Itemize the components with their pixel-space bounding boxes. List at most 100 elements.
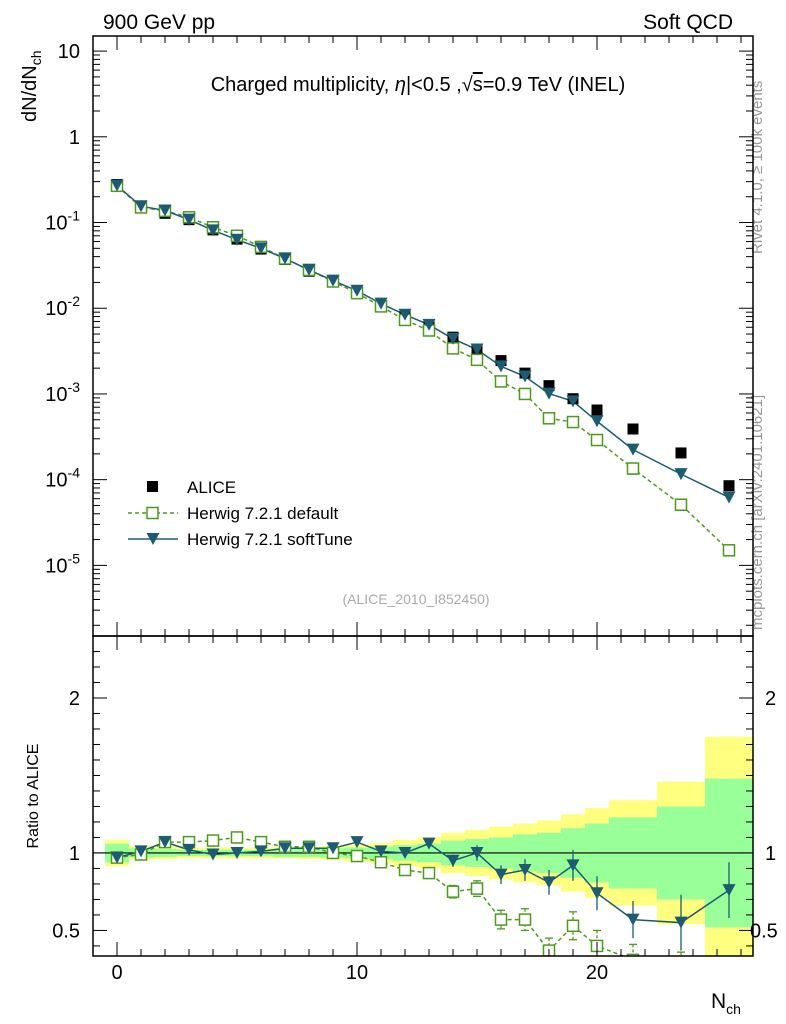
main-y-tick-label: 10-5 (45, 550, 80, 577)
herwig-softtune-point (446, 332, 460, 345)
main-y-tick-label: 10-1 (45, 208, 80, 235)
ratio-herwig-default-point (206, 834, 220, 847)
ratio-herwig-default-point (494, 913, 508, 926)
herwig-default-point (674, 498, 688, 511)
ratio-herwig-softtune-point (566, 859, 580, 872)
ratio-panel: 0.5 1 2 0.5 1 2 0 10 20 Ratio to ALICE N… (25, 635, 778, 1017)
ratio-herwig-default-point (374, 855, 388, 869)
ratio-herwig-softtune-point (374, 845, 388, 858)
herwig-softtune-point (494, 360, 508, 373)
main-y-tick-label: 10-3 (45, 379, 80, 406)
herwig-default-point (542, 412, 556, 425)
legend-item-herwig-softtune: Herwig 7.2.1 softTune (128, 530, 353, 549)
legend-label-herwig-default: Herwig 7.2.1 default (187, 504, 338, 523)
alice-data-point (543, 380, 555, 392)
ratio-herwig-softtune-point (626, 913, 640, 926)
herwig-softtune-point (470, 343, 484, 356)
ratio-y-tick-labels-left: 0.5 1 2 (52, 688, 80, 942)
x-tick-10: 10 (346, 962, 368, 984)
ratio-herwig-softtune-point (446, 854, 460, 867)
herwig-softtune-point (722, 491, 736, 504)
ratio-y-tick-1-right: 1 (765, 843, 776, 865)
herwig-softtune-point (302, 263, 316, 276)
herwig-softtune-point (350, 284, 364, 297)
ratio-y-tick-2-left: 2 (69, 688, 80, 710)
herwig-softtune-point (182, 213, 196, 226)
main-y-tick-label: 10-2 (45, 293, 80, 320)
main-series (110, 178, 736, 557)
ratio-herwig-default-point (676, 962, 687, 973)
ratio-herwig-default-point (422, 866, 436, 880)
alice-data-point (723, 480, 735, 492)
ratio-herwig-softtune-point (230, 846, 244, 859)
header-left: 900 GeV pp (103, 11, 215, 34)
herwig-softtune-point (206, 224, 220, 237)
rivet-label: Rivet 4.1.0, ≥ 100k events (749, 81, 766, 254)
legend-marker-herwig-softtune (146, 533, 160, 545)
ratio-axis-ticks (92, 636, 753, 956)
ratio-herwig-softtune-point (350, 836, 364, 849)
legend-marker-herwig-default (146, 506, 159, 520)
herwig-softtune-point (230, 233, 244, 246)
x-tick-20: 20 (586, 962, 608, 984)
ratio-herwig-softtune-point (590, 887, 604, 900)
ratio-herwig-softtune-point (254, 845, 268, 858)
herwig-default-point (566, 415, 580, 429)
ratio-y-tick-2-right: 2 (765, 688, 776, 710)
ratio-series (110, 831, 736, 986)
ratio-herwig-default-point (566, 919, 580, 933)
main-y-axis-label: dN/dNch (19, 51, 44, 123)
ratio-herwig-softtune-point (326, 842, 340, 855)
herwig-softtune-point (518, 370, 532, 383)
main-y-tick-label: 10 (58, 41, 80, 63)
ratio-herwig-softtune-point (158, 836, 172, 849)
herwig-default-point (494, 375, 508, 388)
ratio-herwig-softtune-point (674, 916, 688, 929)
mcplots-label: mcplots.cern.ch [arXiv:2401.10621] (749, 395, 766, 630)
ratio-y-tick-0.5-left: 0.5 (52, 920, 80, 942)
herwig-default-point (590, 433, 604, 447)
ratio-herwig-softtune-point (278, 842, 292, 855)
herwig-softtune-point (542, 387, 556, 400)
alice-data-point (591, 404, 603, 416)
herwig-softtune-point (134, 200, 148, 213)
herwig-softtune-point (326, 274, 340, 287)
header-right: Soft QCD (643, 11, 733, 34)
legend-marker-alice (147, 481, 158, 492)
herwig-default-point (518, 387, 532, 401)
ratio-herwig-softtune-point (722, 884, 736, 897)
legend-label-herwig-softtune: Herwig 7.2.1 softTune (187, 530, 353, 549)
ratio-herwig-default-point (446, 885, 460, 898)
ratio-herwig-default-point (626, 953, 640, 956)
ratio-herwig-softtune-point (110, 851, 124, 864)
herwig-softtune-point (254, 242, 268, 255)
main-y-tick-label: 10-4 (45, 465, 80, 492)
ratio-herwig-softtune-point (134, 845, 148, 858)
ratio-y-tick-labels-right: 0.5 1 2 (750, 688, 778, 942)
ratio-herwig-softtune-point (182, 843, 196, 856)
ratio-herwig-default-point (724, 975, 735, 986)
ratio-herwig-softtune-point (470, 846, 484, 859)
x-tick-0: 0 (111, 962, 122, 984)
ratio-frame (92, 635, 754, 957)
herwig-softtune-point (374, 297, 388, 310)
ratio-herwig-softtune-point (206, 848, 220, 861)
main-y-tick-labels: 10-5 10-4 10-3 10-2 10-1 1 10 (45, 41, 80, 577)
ratio-herwig-default-line (116, 836, 626, 956)
x-axis-label: Nch (711, 990, 741, 1017)
ratio-herwig-softtune-point (494, 868, 508, 881)
legend-item-alice: ALICE (147, 478, 236, 497)
herwig-softtune-point (278, 252, 292, 265)
main-y-tick-label: 1 (69, 127, 80, 149)
herwig-softtune-point (674, 468, 688, 481)
herwig-softtune-point (566, 395, 580, 408)
ratio-y-axis-label: Ratio to ALICE (25, 744, 42, 849)
herwig-default-point (722, 544, 736, 557)
ratio-herwig-softtune-point (518, 863, 532, 876)
ratio-herwig-softtune-point (542, 876, 556, 889)
main-panel: 10-5 10-4 10-3 10-2 10-1 1 10 Charged multipli… (19, 35, 754, 637)
herwig-softtune-point (626, 443, 640, 456)
ratio-herwig-default-point (398, 863, 412, 877)
x-tick-labels: 0 10 20 (111, 962, 608, 984)
